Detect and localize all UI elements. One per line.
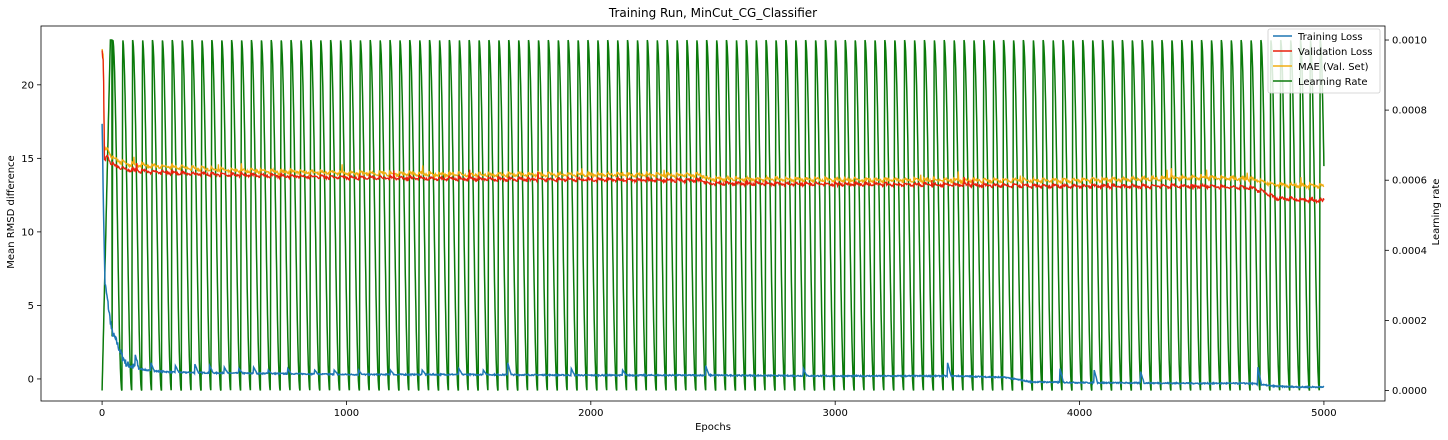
- y-axis-label: Mean RMSD difference: [6, 155, 17, 268]
- learning-rate-layer: [101, 39, 1325, 391]
- y-tick-label: 10: [21, 227, 34, 238]
- y-tick-label: 15: [21, 154, 34, 165]
- y-tick-label: 20: [21, 80, 34, 91]
- x-tick-label: 3000: [822, 408, 847, 419]
- x-axis-label: Epochs: [695, 422, 731, 433]
- y-tick-label: 0: [28, 374, 34, 385]
- y2-tick-label: 0.0004: [1392, 246, 1427, 257]
- y-tick-label: 5: [28, 301, 34, 312]
- loss-layer: [101, 48, 1325, 389]
- x-tick-label: 2000: [578, 408, 603, 419]
- legend-label-validation-loss: Validation Loss: [1298, 47, 1373, 58]
- x-tick-label: 1000: [334, 408, 359, 419]
- x-tick-label: 4000: [1067, 408, 1092, 419]
- legend-label-training-loss: Training Loss: [1297, 32, 1363, 43]
- x-tick-label: 5000: [1311, 408, 1336, 419]
- x-tick-label: 0: [99, 408, 105, 419]
- y2-tick-label: 0.0002: [1392, 316, 1427, 327]
- axes-layer: 0 1000 2000 3000 4000 5000 0 5 10 15 20 0.0000 0.000…: [21, 25, 1427, 419]
- legend-label-mae-val-set: MAE (Val. Set): [1298, 62, 1369, 73]
- y2-axis-label: Learning rate: [1431, 179, 1442, 246]
- series-line-learning-rate: [101, 39, 1325, 391]
- axes-frame: [40, 25, 1386, 402]
- legend: Training Loss Validation Loss MAE (Val. Se…: [1267, 28, 1381, 94]
- series-line-validation-loss: [101, 50, 1325, 205]
- series-line-mae-val-set: [101, 48, 1325, 191]
- y2-tick-label: 0.0006: [1392, 176, 1427, 187]
- y2-tick-label: 0.0008: [1392, 106, 1427, 117]
- legend-label-learning-rate: Learning Rate: [1298, 77, 1368, 88]
- y2-tick-label: 0.0000: [1392, 386, 1427, 397]
- legend-box: [1267, 28, 1381, 94]
- series-line-training-loss: [101, 123, 1325, 389]
- chart-title: Training Run, MinCut_CG_Classifier: [608, 6, 817, 20]
- y2-tick-label: 0.0010: [1392, 36, 1427, 47]
